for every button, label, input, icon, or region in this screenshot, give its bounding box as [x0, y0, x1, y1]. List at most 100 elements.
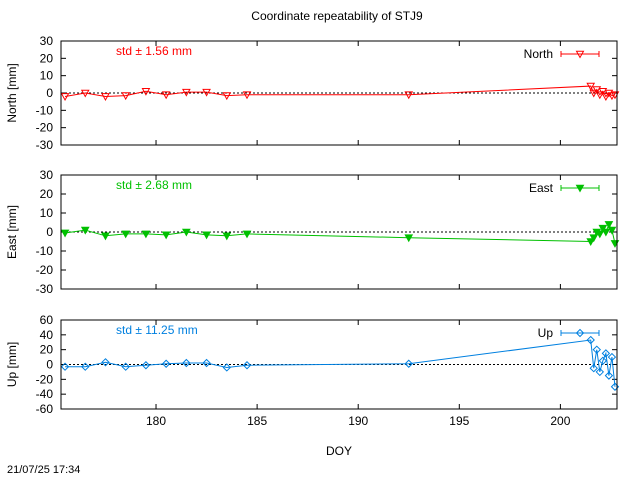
- data-point: [161, 231, 171, 240]
- y-tick-label: -10: [36, 103, 54, 117]
- y-tick-label: 40: [40, 328, 54, 342]
- data-point: [589, 89, 599, 98]
- legend-marker: [575, 50, 585, 59]
- y-axis-label: Up [mm]: [5, 342, 19, 387]
- plot-frame: [60, 40, 618, 146]
- data-point: [598, 224, 608, 233]
- data-point: [222, 92, 232, 101]
- data-point: [60, 229, 70, 238]
- data-point: [404, 359, 413, 368]
- y-tick-label: 30: [40, 168, 54, 182]
- legend-marker: [575, 328, 585, 338]
- data-point: [161, 91, 171, 100]
- data-point: [161, 359, 171, 368]
- data-point: [595, 91, 605, 100]
- x-tick-label: 190: [348, 414, 368, 428]
- data-point: [121, 230, 131, 239]
- y-axis-label: North [mm]: [5, 63, 19, 122]
- data-point: [101, 232, 110, 241]
- panel-north: -30 -20 -10 0 10 20 30 North std ± 1.56 mm North …: [5, 34, 620, 152]
- y-tick-label: 60: [40, 313, 54, 327]
- data-point: [242, 91, 252, 100]
- data-point: [121, 92, 131, 101]
- y-tick-label: -20: [36, 372, 54, 386]
- data-point: [121, 362, 130, 371]
- x-tick-label: 195: [449, 414, 469, 428]
- data-point: [80, 226, 90, 235]
- y-tick-label: -20: [36, 263, 54, 277]
- x-tick-label: 180: [146, 414, 166, 428]
- y-tick-label: -60: [36, 402, 54, 416]
- data-point: [182, 228, 191, 237]
- y-tick-label: -30: [36, 282, 54, 296]
- data-point: [101, 358, 110, 367]
- data-point: [586, 335, 595, 345]
- data-point: [101, 93, 110, 101]
- y-tick-label: -40: [36, 387, 54, 401]
- chart-title: Coordinate repeatability of STJ9: [251, 9, 423, 23]
- data-point: [604, 89, 614, 98]
- y-tick-label: -10: [36, 244, 54, 258]
- std-label: std ± 2.68 mm: [116, 178, 192, 192]
- std-label: std ± 11.25 mm: [116, 323, 198, 337]
- data-point: [242, 230, 252, 239]
- legend-marker: [575, 184, 585, 193]
- data-point: [595, 367, 605, 377]
- data-point: [202, 358, 211, 368]
- data-point: [81, 362, 90, 371]
- y-tick-label: 20: [40, 343, 54, 357]
- data-point: [202, 88, 211, 97]
- x-tick-label: 200: [550, 414, 570, 428]
- data-point: [595, 230, 605, 239]
- data-point: [589, 364, 598, 373]
- y-tick-label: 20: [40, 51, 54, 65]
- data-point: [589, 234, 599, 243]
- timestamp: 21/07/25 17:34: [7, 464, 80, 476]
- data-point: [598, 87, 608, 96]
- data-point: [141, 230, 151, 239]
- data-point: [404, 91, 414, 100]
- y-tick-label: 0: [46, 86, 53, 100]
- legend-label: Up: [538, 326, 554, 340]
- plot-frame: [60, 174, 618, 290]
- y-axis-label: East [mm]: [5, 205, 19, 259]
- data-point: [601, 93, 611, 101]
- data-point: [604, 371, 614, 380]
- y-tick-label: 20: [40, 187, 54, 201]
- series-line: [64, 85, 616, 98]
- y-tick-label: 0: [46, 358, 53, 372]
- data-point: [141, 361, 151, 370]
- data-point: [202, 231, 211, 240]
- data-point: [242, 361, 252, 370]
- data-point: [404, 234, 414, 243]
- data-point: [182, 358, 191, 368]
- data-point: [592, 345, 601, 354]
- plot-frame: [60, 319, 618, 410]
- y-tick-label: 30: [40, 34, 54, 48]
- data-point: [586, 238, 596, 247]
- y-tick-label: -30: [36, 138, 54, 152]
- y-tick-label: 10: [40, 69, 54, 83]
- y-tick-label: 10: [40, 206, 54, 220]
- data-point: [607, 226, 617, 235]
- x-axis-label: DOY: [326, 444, 352, 458]
- data-point: [141, 87, 151, 96]
- data-point: [592, 86, 602, 95]
- y-tick-label: -20: [36, 121, 54, 135]
- panel-east: -30 -20 -10 0 10 20 30 East std ± 2.68 mm East [m…: [5, 168, 620, 296]
- data-point: [60, 362, 70, 371]
- legend-label: North: [524, 47, 553, 61]
- data-point: [182, 88, 191, 97]
- y-tick-label: 0: [46, 225, 53, 239]
- data-point: [607, 352, 617, 362]
- data-point: [80, 89, 90, 98]
- data-point: [601, 228, 611, 237]
- std-label: std ± 1.56 mm: [116, 44, 192, 58]
- data-point: [222, 232, 232, 241]
- x-tick-label: 185: [247, 414, 267, 428]
- data-point: [598, 356, 608, 365]
- data-point: [586, 82, 596, 91]
- data-point: [60, 93, 70, 101]
